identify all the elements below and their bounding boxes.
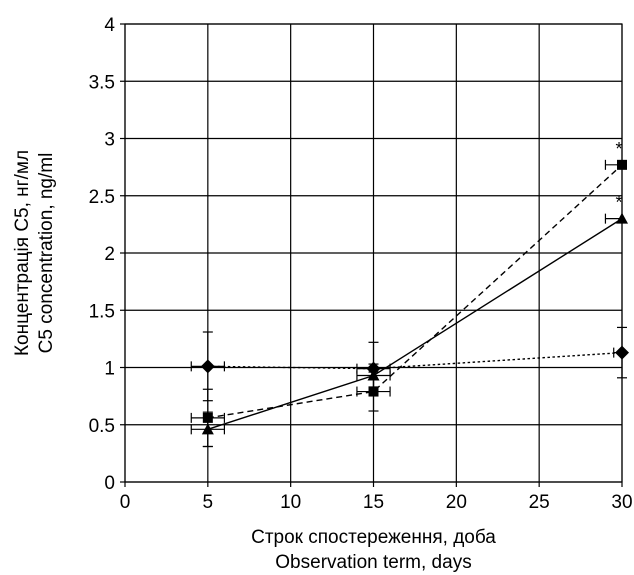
x-tick-label: 0: [120, 492, 131, 513]
annotations: **: [615, 139, 622, 213]
y-axis-ticks: 0 0.5 1 1.5 2 2.5 3 3.5 4: [89, 15, 125, 494]
data-point-triangle: [201, 423, 214, 435]
x-tick-label: 25: [529, 492, 550, 513]
y-tick-label: 3: [104, 130, 115, 151]
series-square: [190, 159, 627, 448]
series-line-triangle: [207, 218, 623, 430]
series-triangle: [190, 212, 628, 448]
series-line-square: [207, 164, 623, 419]
x-axis-label-english: Observation term, days: [275, 552, 471, 573]
y-tick-label: 3.5: [89, 72, 115, 93]
x-tick-label: 10: [280, 492, 301, 513]
y-tick-label: 2.5: [89, 187, 115, 208]
series-line-diamond: [207, 351, 623, 370]
y-axis-label: Концентрація С5, нг/мл: [12, 150, 33, 356]
y-axis-label-english: C5 concentration, ng/ml: [36, 153, 57, 354]
data-point-diamond: [615, 345, 629, 360]
significance-asterisk: *: [615, 193, 622, 213]
y-tick-label: 1: [104, 359, 115, 380]
y-tick-label: 0: [104, 473, 115, 494]
y-tick-label: 2: [104, 244, 115, 265]
grid: [124, 23, 623, 483]
data-point-diamond: [200, 359, 215, 374]
y-tick-label: 1.5: [89, 301, 115, 322]
series-diamond: [190, 326, 629, 402]
significance-asterisk: *: [615, 139, 622, 159]
data-point-square: [617, 159, 627, 170]
series: [190, 159, 629, 448]
x-tick-label: 20: [446, 492, 467, 513]
x-axis-label: Строк спостереження, доба: [251, 527, 496, 548]
x-tick-label: 5: [203, 492, 214, 513]
y-tick-label: 4: [104, 15, 115, 36]
data-point-diamond: [366, 361, 381, 376]
x-axis-ticks: 0 5 10 15 20 25 30: [120, 482, 633, 513]
x-tick-label: 30: [611, 492, 632, 513]
x-tick-label: 15: [363, 492, 384, 513]
y-tick-label: 0.5: [89, 416, 115, 437]
data-point-triangle: [616, 212, 628, 224]
